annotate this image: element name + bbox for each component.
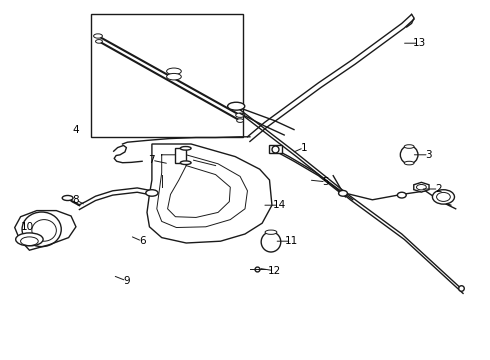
- Text: 5: 5: [322, 177, 329, 187]
- Ellipse shape: [180, 161, 191, 165]
- Ellipse shape: [16, 233, 43, 246]
- Text: 12: 12: [268, 266, 281, 276]
- Ellipse shape: [261, 232, 281, 252]
- Ellipse shape: [265, 230, 277, 234]
- Bar: [175, 148, 186, 163]
- Ellipse shape: [146, 190, 158, 196]
- Ellipse shape: [339, 190, 347, 196]
- Ellipse shape: [167, 73, 181, 80]
- Ellipse shape: [400, 146, 418, 164]
- Text: 7: 7: [148, 155, 155, 165]
- Ellipse shape: [433, 190, 454, 204]
- Text: 8: 8: [73, 195, 79, 205]
- Text: 9: 9: [123, 276, 130, 286]
- Ellipse shape: [180, 147, 191, 150]
- Ellipse shape: [397, 192, 406, 198]
- Text: 2: 2: [435, 184, 442, 194]
- Text: 6: 6: [139, 236, 146, 246]
- Polygon shape: [147, 144, 272, 243]
- Ellipse shape: [404, 161, 414, 165]
- Text: 13: 13: [412, 38, 426, 48]
- Ellipse shape: [237, 119, 244, 122]
- Polygon shape: [15, 211, 76, 250]
- Ellipse shape: [236, 113, 245, 117]
- Bar: [91, 14, 243, 137]
- Ellipse shape: [404, 145, 414, 148]
- Text: 10: 10: [21, 222, 33, 232]
- Text: 1: 1: [300, 143, 307, 153]
- Text: 11: 11: [285, 236, 298, 246]
- Ellipse shape: [96, 40, 102, 43]
- Ellipse shape: [94, 34, 102, 38]
- Bar: [269, 145, 282, 153]
- Text: 4: 4: [73, 125, 79, 135]
- Ellipse shape: [167, 68, 181, 75]
- Ellipse shape: [227, 102, 245, 110]
- Text: 3: 3: [425, 150, 432, 160]
- Polygon shape: [414, 182, 429, 192]
- Text: 14: 14: [272, 200, 286, 210]
- Ellipse shape: [62, 195, 73, 201]
